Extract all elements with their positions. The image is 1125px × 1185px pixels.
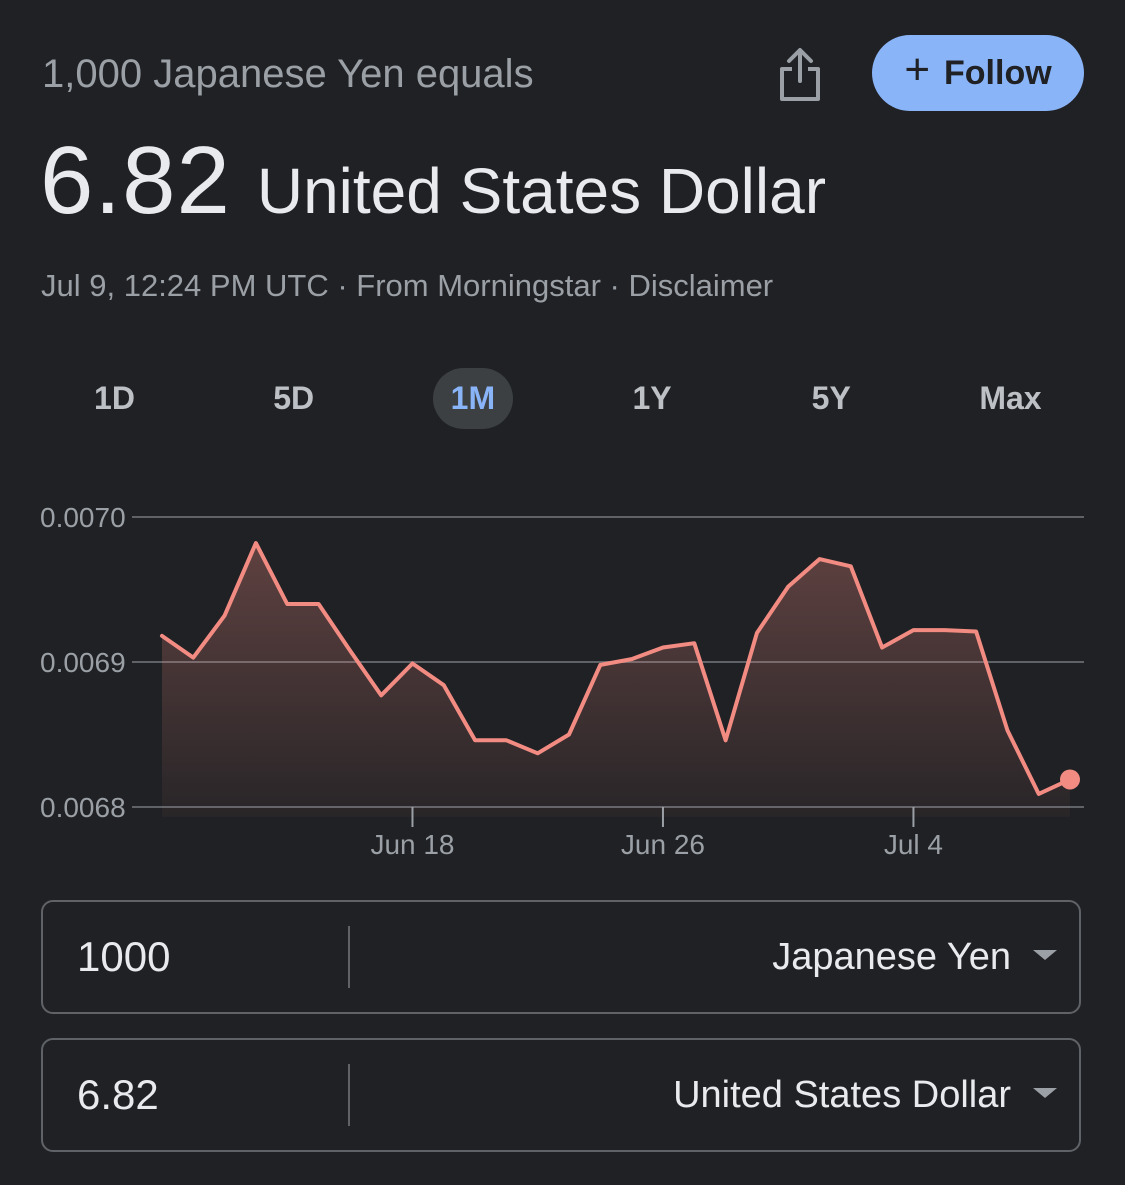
range-tab-1d[interactable]: 1D xyxy=(25,365,204,431)
data-point xyxy=(849,564,853,568)
exchange-rate-value: 6.82 xyxy=(40,127,231,234)
dropdown-arrow-icon[interactable] xyxy=(1033,1088,1057,1098)
y-tick-label: 0.0068 xyxy=(40,792,126,823)
range-tab-max[interactable]: Max xyxy=(921,365,1100,431)
data-point xyxy=(567,733,571,737)
data-point xyxy=(442,683,446,687)
data-point xyxy=(724,738,728,742)
from-amount-input[interactable] xyxy=(77,902,337,1012)
exchange-rate-chart[interactable]: 0.0070 0.0069 0.0068 Jun 18 Jun 26 Jul 4 xyxy=(0,480,1125,880)
data-point xyxy=(348,648,352,652)
range-label: Max xyxy=(979,379,1042,416)
range-label: 1M xyxy=(432,367,514,429)
meta-separator: · xyxy=(328,268,357,303)
range-label: 5D xyxy=(273,379,315,416)
y-tick-label: 0.0070 xyxy=(40,502,126,533)
data-point xyxy=(880,646,884,650)
field-divider xyxy=(348,926,350,988)
x-tick-label: Jun 18 xyxy=(370,829,454,860)
meta-separator: · xyxy=(600,268,629,303)
series-area xyxy=(162,543,1070,817)
data-point xyxy=(786,585,790,589)
data-point xyxy=(661,646,665,650)
data-point xyxy=(974,630,978,634)
data-point xyxy=(692,641,696,645)
data-point xyxy=(1005,728,1009,732)
data-point xyxy=(630,657,634,661)
data-point xyxy=(504,738,508,742)
series-line xyxy=(160,541,1072,796)
data-point xyxy=(598,663,602,667)
current-point-marker xyxy=(1060,769,1080,790)
data-point xyxy=(317,602,321,606)
to-currency-select[interactable]: United States Dollar xyxy=(673,1074,1011,1116)
x-tick-label: Jul 4 xyxy=(884,829,943,860)
time-range-tabs: 1D 5D 1M 1Y 5Y Max xyxy=(25,365,1100,431)
follow-label: Follow xyxy=(944,53,1052,92)
follow-button[interactable]: + Follow xyxy=(872,35,1084,111)
field-divider xyxy=(348,1064,350,1126)
data-point xyxy=(1037,792,1041,796)
data-point xyxy=(285,602,289,606)
exchange-currency: United States Dollar xyxy=(256,155,826,227)
rate-metadata: Jul 9, 12:24 PM UTC · From Morningstar ·… xyxy=(41,268,773,304)
range-label: 5Y xyxy=(811,379,851,416)
converter-to: United States Dollar xyxy=(41,1038,1081,1152)
to-amount-input[interactable] xyxy=(77,1040,337,1150)
share-button[interactable] xyxy=(770,40,830,110)
data-point xyxy=(911,628,915,632)
data-point xyxy=(755,631,759,635)
timestamp: Jul 9, 12:24 PM UTC xyxy=(41,268,329,303)
conversion-subtitle: 1,000 Japanese Yen equals xyxy=(42,52,534,96)
range-tab-5y[interactable]: 5Y xyxy=(742,365,921,431)
share-icon xyxy=(780,48,820,101)
from-currency-select[interactable]: Japanese Yen xyxy=(772,936,1011,978)
range-tab-1y[interactable]: 1Y xyxy=(563,365,742,431)
data-point xyxy=(473,738,477,742)
data-point xyxy=(536,751,540,755)
disclaimer-link[interactable]: Disclaimer xyxy=(628,268,774,303)
data-point xyxy=(254,541,258,545)
data-point xyxy=(943,628,947,632)
plus-icon: + xyxy=(904,45,931,94)
x-tick-label: Jun 26 xyxy=(621,829,705,860)
range-tab-5d[interactable]: 5D xyxy=(204,365,383,431)
range-label: 1Y xyxy=(632,379,672,416)
data-point xyxy=(223,614,227,618)
data-point xyxy=(160,634,164,638)
source-link[interactable]: From Morningstar xyxy=(356,268,601,303)
converter-from: Japanese Yen xyxy=(41,900,1081,1014)
range-tab-1m[interactable]: 1M xyxy=(383,365,562,431)
y-tick-label: 0.0069 xyxy=(40,647,126,678)
exchange-value: 6.82 United States Dollar xyxy=(40,126,826,236)
data-point xyxy=(191,656,195,660)
range-label: 1D xyxy=(94,379,135,416)
dropdown-arrow-icon[interactable] xyxy=(1033,950,1057,960)
data-point xyxy=(410,661,414,665)
data-point xyxy=(379,693,383,697)
data-point xyxy=(818,557,822,561)
